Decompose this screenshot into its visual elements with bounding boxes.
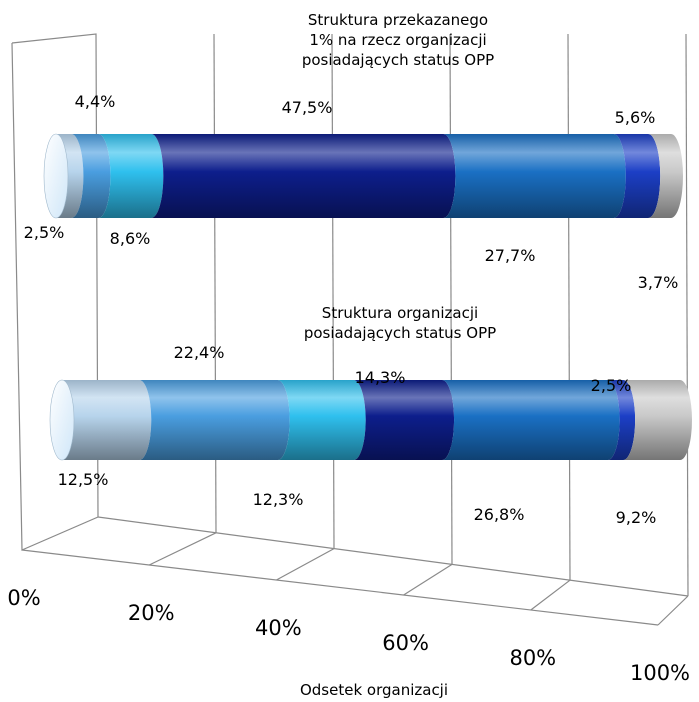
bar-2 <box>49 379 692 461</box>
floor-gridline-80 <box>530 579 571 611</box>
bar-1 <box>43 133 683 219</box>
data-label: 22,4% <box>174 343 225 362</box>
bar-segment <box>648 134 683 219</box>
x-tick-label: 100% <box>630 661 690 685</box>
x-tick-label: 60% <box>382 631 429 655</box>
data-label: 2,5% <box>591 376 632 395</box>
bars <box>43 133 692 461</box>
data-label: 27,7% <box>485 246 536 265</box>
bar-segment <box>62 380 152 460</box>
gridline-60 <box>449 33 453 565</box>
bar-segment <box>139 380 290 460</box>
floor-right-edge <box>657 595 689 626</box>
bar-segment <box>442 380 620 460</box>
data-label: 5,6% <box>615 108 656 127</box>
data-label: 9,2% <box>616 508 657 527</box>
data-label: 12,5% <box>58 470 109 489</box>
x-axis-label: Odsetek organizacji <box>300 681 448 699</box>
data-label: 2,5% <box>24 223 65 242</box>
bar-segment <box>277 380 366 460</box>
data-label: 26,8% <box>474 505 525 524</box>
x-tick-label: 20% <box>128 601 175 625</box>
bar-segment <box>607 380 636 460</box>
bar-segment <box>613 134 661 219</box>
data-label: 47,5% <box>282 98 333 117</box>
x-tick-labels: 0% 20% 40% 60% 80% 100% <box>7 586 690 685</box>
bar-segment <box>353 380 455 460</box>
bar-title: Struktura organizacji posiadających statu… <box>304 304 496 342</box>
data-label: 8,6% <box>110 229 151 248</box>
gridlines <box>148 33 571 611</box>
bar-segment <box>71 134 111 219</box>
x-tick-label: 40% <box>255 616 302 640</box>
x-tick-label: 0% <box>7 586 40 610</box>
gridline-80 <box>567 33 571 581</box>
floor-back-edge <box>97 516 689 597</box>
bar-segment <box>443 134 626 219</box>
floor-front-edge <box>21 549 659 626</box>
bar-segment <box>623 380 692 460</box>
floor-gridline-40 <box>276 548 335 581</box>
bar-segment <box>98 134 164 219</box>
bar-end-cap <box>49 379 75 461</box>
bar-title: Struktura przekazanego 1% na rzecz organi… <box>302 11 494 69</box>
data-label: 12,3% <box>253 490 304 509</box>
right-wall-edge <box>685 33 689 597</box>
data-label: 3,7% <box>638 273 679 292</box>
floor-gridline-20 <box>148 532 217 566</box>
bar-segment <box>56 134 84 218</box>
bar-end-cap <box>43 133 69 219</box>
bar-segment <box>151 134 456 219</box>
gridline-40 <box>331 33 335 549</box>
chart-frame <box>11 33 689 626</box>
data-label: 14,3% <box>355 368 406 387</box>
x-tick-label: 80% <box>509 646 556 670</box>
data-label: 4,4% <box>75 92 116 111</box>
data-labels: Struktura przekazanego 1% na rzecz organi… <box>24 11 679 527</box>
floor-gridline-60 <box>403 563 453 596</box>
